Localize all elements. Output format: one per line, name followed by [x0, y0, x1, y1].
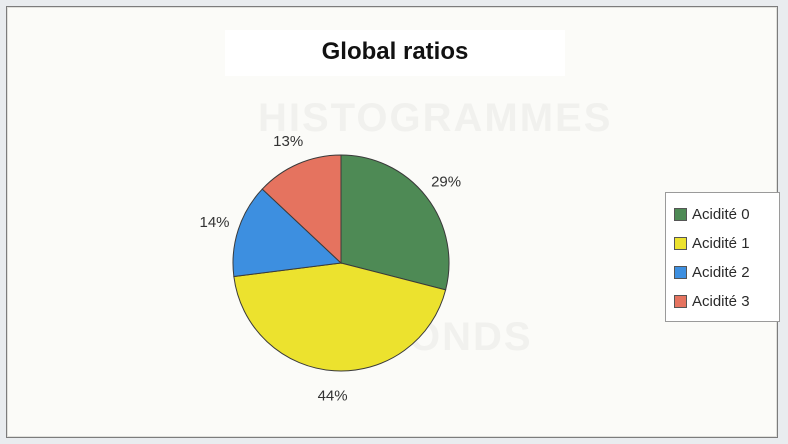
legend-swatch-1 — [674, 237, 687, 250]
legend: Acidité 0 Acidité 1 Acidité 2 Acidité 3 — [665, 192, 780, 322]
legend-label-1: Acidité 1 — [692, 235, 750, 252]
legend-label-3: Acidité 3 — [692, 293, 750, 310]
legend-swatch-0 — [674, 208, 687, 221]
pie-slice-1 — [233, 262, 447, 372]
legend-label-0: Acidité 0 — [692, 206, 750, 223]
slice-label-0: 29% — [431, 174, 461, 191]
pie-slice-2 — [232, 188, 343, 278]
legend-item-3: Acidité 3 — [674, 287, 779, 316]
legend-item-1: Acidité 1 — [674, 229, 779, 258]
legend-label-2: Acidité 2 — [692, 264, 750, 281]
slice-label-3: 13% — [273, 133, 303, 150]
slice-label-1: 44% — [318, 388, 348, 405]
pie-slice-3 — [261, 154, 342, 265]
slice-label-2: 14% — [199, 214, 229, 231]
legend-item-2: Acidité 2 — [674, 258, 779, 287]
chart-title: Global ratios — [321, 38, 469, 65]
legend-swatch-3 — [674, 295, 687, 308]
title-box: Global ratios — [225, 30, 565, 76]
legend-swatch-2 — [674, 266, 687, 279]
legend-item-0: Acidité 0 — [674, 200, 779, 229]
pie-slice-0 — [340, 154, 450, 291]
